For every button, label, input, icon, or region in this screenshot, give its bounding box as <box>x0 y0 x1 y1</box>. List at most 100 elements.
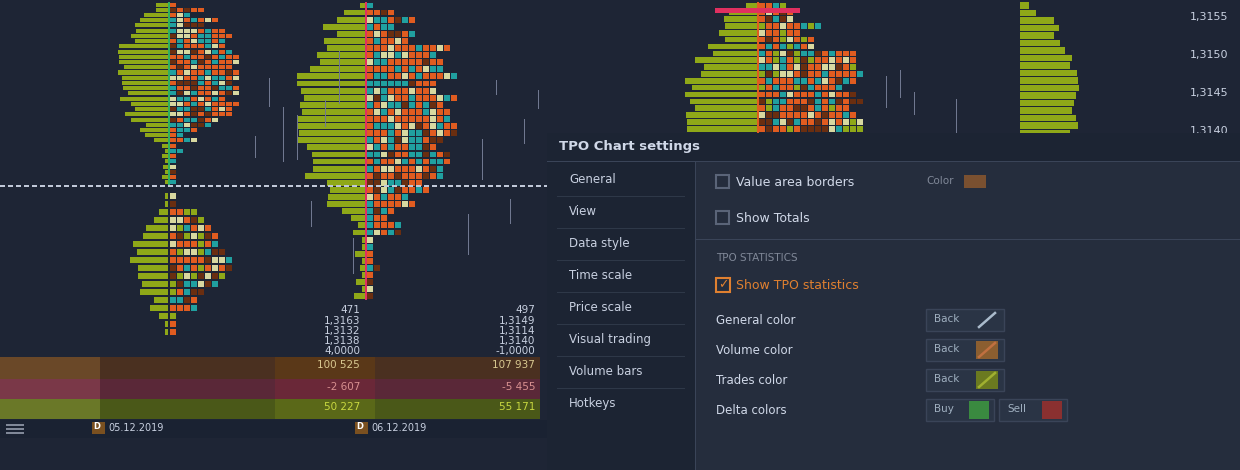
Bar <box>170 86 176 90</box>
Bar <box>367 9 373 16</box>
Bar <box>822 140 828 145</box>
Bar <box>177 209 184 215</box>
Bar <box>388 137 394 143</box>
Bar <box>787 57 794 63</box>
Bar <box>123 81 167 85</box>
Bar <box>170 123 176 127</box>
Bar <box>409 45 415 51</box>
Bar <box>191 217 197 223</box>
Bar <box>388 151 394 157</box>
Bar <box>170 170 176 174</box>
Bar <box>191 281 197 287</box>
Bar <box>464 185 469 187</box>
Bar <box>374 17 379 23</box>
Bar <box>694 140 756 145</box>
Bar <box>808 50 813 56</box>
Bar <box>381 144 387 150</box>
Bar <box>184 289 190 295</box>
Bar <box>684 133 756 139</box>
Bar <box>170 112 176 117</box>
Text: Price scale: Price scale <box>569 301 632 314</box>
Bar <box>177 86 184 90</box>
Bar <box>402 173 408 179</box>
Bar <box>713 50 756 56</box>
Bar <box>184 39 190 43</box>
Bar <box>374 229 379 235</box>
Bar <box>415 80 422 86</box>
Bar <box>689 99 756 104</box>
Bar <box>7 185 12 187</box>
Bar <box>794 71 800 77</box>
Bar <box>233 76 239 80</box>
Bar <box>170 70 176 75</box>
Bar <box>374 66 379 72</box>
Bar <box>191 39 197 43</box>
Bar <box>409 130 415 136</box>
Bar <box>219 249 224 255</box>
Bar <box>177 65 184 69</box>
Bar <box>759 256 765 262</box>
Bar <box>396 73 401 79</box>
Bar <box>191 44 197 48</box>
Bar <box>226 102 232 106</box>
Bar <box>212 18 218 22</box>
Bar <box>773 188 779 193</box>
Bar <box>557 292 684 293</box>
Bar <box>367 215 373 221</box>
Bar <box>198 233 205 239</box>
Bar <box>176 185 181 187</box>
Bar <box>198 257 205 263</box>
Bar <box>794 174 800 180</box>
Bar <box>843 153 849 159</box>
Bar <box>843 126 849 132</box>
Bar <box>343 185 348 187</box>
Text: Volume color: Volume color <box>715 344 792 357</box>
Bar <box>836 126 842 132</box>
Bar <box>191 225 197 231</box>
Bar <box>198 107 205 111</box>
Text: 1,3140: 1,3140 <box>1190 126 1229 136</box>
Bar <box>170 321 176 327</box>
Bar <box>409 166 415 172</box>
Bar <box>415 66 422 72</box>
Text: General: General <box>569 173 616 186</box>
Bar <box>787 195 794 200</box>
Bar <box>766 174 773 180</box>
Bar <box>374 265 379 271</box>
Bar <box>170 289 176 295</box>
Bar <box>759 167 765 173</box>
Bar <box>849 99 856 104</box>
Bar <box>780 181 786 187</box>
Bar <box>388 173 394 179</box>
Bar <box>388 187 394 193</box>
Bar <box>857 71 863 77</box>
Bar <box>415 166 422 172</box>
Bar <box>836 85 842 90</box>
Bar <box>926 369 1004 391</box>
Bar <box>177 257 184 263</box>
Bar <box>381 38 387 44</box>
Bar <box>423 123 429 129</box>
Bar <box>780 92 786 97</box>
Bar <box>299 116 365 122</box>
Bar <box>1021 32 1054 39</box>
Bar <box>451 123 458 129</box>
Bar <box>801 92 807 97</box>
Bar <box>759 201 765 207</box>
Bar <box>773 105 779 111</box>
Bar <box>822 153 828 159</box>
Bar <box>430 66 436 72</box>
Bar <box>815 167 821 173</box>
Bar <box>388 222 394 228</box>
Bar <box>374 151 379 157</box>
Bar <box>696 239 1240 240</box>
Bar <box>808 85 813 90</box>
Bar <box>759 208 765 214</box>
Bar <box>402 151 408 157</box>
Bar <box>367 109 373 115</box>
Bar <box>718 188 756 193</box>
Bar <box>177 225 184 231</box>
Bar <box>557 196 684 197</box>
Bar <box>170 76 176 80</box>
Bar <box>184 70 190 75</box>
